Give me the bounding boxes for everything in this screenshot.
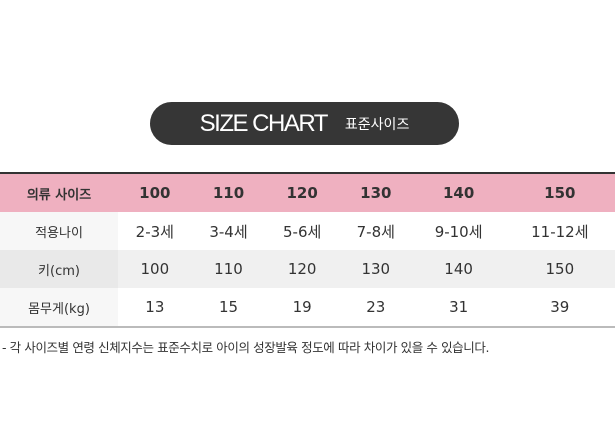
table-cell: 120 [265,250,339,288]
title-sub: 표준사이즈 [344,116,410,133]
table-cell: 110 [191,250,266,288]
size-chart-title: SIZE CHART 표준사이즈 [150,102,459,145]
header-cell: 150 [504,173,615,212]
table-cell: 13 [145,298,165,316]
footnote: - 각 사이즈별 연령 신체지수는 표준수치로 아이의 성장발육 정도에 따라 … [2,340,490,355]
table-row: 키(cm) 100 110 120 130 140 150 [0,250,615,288]
table-cell: 15 [218,298,239,316]
row-label: 몸무게(kg) [0,288,118,327]
table-cell: 19 [292,298,312,316]
header-cell: 110 [191,173,266,212]
header-cell: 100 [118,173,192,212]
header-cell: 의류 사이즈 [0,173,118,212]
table-row: 몸무게(kg) 13 15 19 23 31 39 [0,288,615,327]
header-cell: 140 [412,173,505,212]
table-cell: 3-4세 [209,222,248,241]
table-cell: 11-12세 [531,222,589,241]
header-cell: 130 [338,173,413,212]
table-cell: 9-10세 [434,222,483,241]
table-cell: 140 [412,250,505,288]
table-header-row: 의류 사이즈 100 110 120 130 140 150 [0,173,615,212]
table-cell: 150 [504,250,615,288]
table-cell: 100 [118,250,192,288]
row-label: 적용나이 [0,212,118,250]
table-cell: 7-8세 [356,222,395,241]
header-cell: 120 [265,173,339,212]
row-label: 키(cm) [0,250,118,288]
table-cell: 23 [366,298,386,316]
table-row: 적용나이 2-3세 3-4세 5-6세 7-8세 9-10세 11-12세 [0,212,615,250]
size-table: 의류 사이즈 100 110 120 130 140 150 적용나이 2-3세… [0,172,615,328]
table-cell: 5-6세 [282,222,322,241]
table-cell: 2-3세 [135,222,174,241]
table-cell: 130 [338,250,413,288]
title-main: SIZE CHART [199,109,329,137]
table-cell: 39 [550,298,570,316]
table-cell: 31 [449,298,469,316]
